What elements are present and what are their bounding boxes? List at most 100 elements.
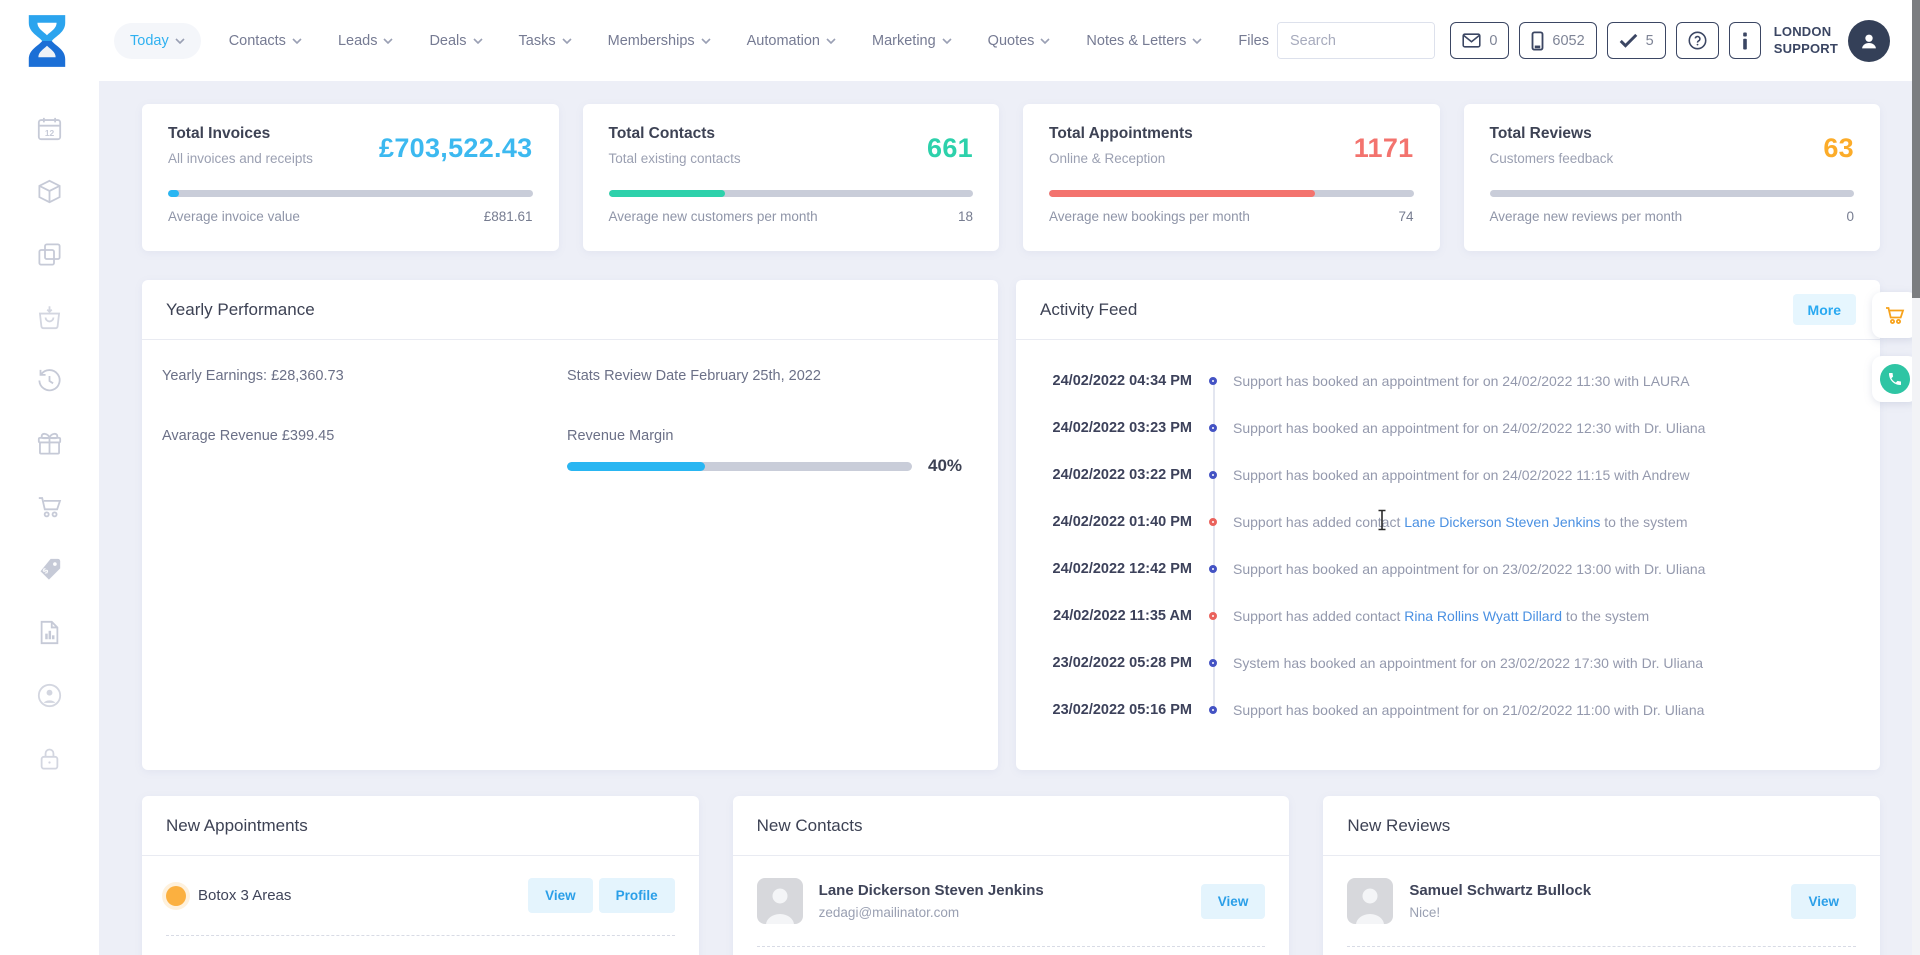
main-nav: Today Contacts Leads Deals Tasks Members… xyxy=(114,22,1277,59)
package-icon[interactable] xyxy=(36,178,63,205)
tasks-button[interactable]: 5 xyxy=(1606,22,1666,59)
panel-title: New Reviews xyxy=(1347,815,1451,835)
price-tag-icon[interactable]: $ xyxy=(36,556,63,583)
stat-title: Total Contacts xyxy=(608,125,716,142)
avatar xyxy=(1347,878,1394,924)
average-revenue: Avarage Revenue £399.45 xyxy=(162,428,335,444)
nav-notes-letters[interactable]: Notes & Letters xyxy=(1078,23,1210,59)
cart-fab-button[interactable] xyxy=(1872,292,1918,338)
nav-automation[interactable]: Automation xyxy=(739,23,844,59)
stat-card-reviews: Total Reviews Customers feedback 63 Aver… xyxy=(1463,104,1880,251)
view-button[interactable]: View xyxy=(1200,883,1266,919)
report-icon[interactable] xyxy=(36,619,63,646)
app-logo-icon[interactable] xyxy=(24,13,70,69)
activity-item: 24/02/2022 11:35 AM Support has added co… xyxy=(1053,607,1650,624)
calendar-icon[interactable]: 12 xyxy=(36,115,63,142)
stat-card-appointments: Total Appointments Online & Reception 11… xyxy=(1023,104,1440,251)
stat-card-contacts: Total Contacts Total existing contacts 6… xyxy=(582,104,999,251)
avatar xyxy=(756,878,803,924)
top-header: Today Contacts Leads Deals Tasks Members… xyxy=(0,0,1912,81)
info-button[interactable] xyxy=(1728,22,1761,59)
cart-icon[interactable] xyxy=(36,493,63,520)
stat-value: 1171 xyxy=(1353,133,1414,163)
chevron-down-icon xyxy=(1040,37,1050,44)
stat-footer-label: Average new bookings per month xyxy=(1049,209,1250,224)
chevron-down-icon xyxy=(562,37,572,44)
phone-icon xyxy=(1880,364,1910,394)
activity-feed-panel: Activity Feed More 24/02/2022 04:34 PM S… xyxy=(1016,280,1880,770)
nav-quotes[interactable]: Quotes xyxy=(980,23,1059,59)
timeline-marker xyxy=(1209,705,1217,714)
nav-marketing[interactable]: Marketing xyxy=(864,23,960,59)
tasks-count: 5 xyxy=(1645,32,1654,49)
chevron-down-icon xyxy=(472,37,483,44)
contact-row: Lane Dickerson Steven Jenkins zedagi@mai… xyxy=(756,856,1266,946)
copy-icon[interactable] xyxy=(36,241,63,268)
panel-title: Yearly Performance xyxy=(166,299,315,319)
timeline-marker xyxy=(1209,470,1217,479)
view-button[interactable]: View xyxy=(528,878,593,913)
chevron-down-icon xyxy=(942,37,952,44)
help-icon xyxy=(1688,31,1707,50)
review-row: Alex Stefan View xyxy=(1347,946,1856,955)
messages-button[interactable]: 0 xyxy=(1450,22,1510,59)
nav-tasks[interactable]: Tasks xyxy=(511,23,580,59)
yearly-earnings: Yearly Earnings: £28,360.73 xyxy=(162,368,344,384)
profile-button[interactable]: Profile xyxy=(598,878,675,913)
history-icon[interactable] xyxy=(36,367,63,394)
help-button[interactable] xyxy=(1675,22,1719,59)
new-contacts-panel: New Contacts Lane Dickerson Steven Jenki… xyxy=(732,796,1290,955)
stat-card-invoices: Total Invoices All invoices and receipts… xyxy=(142,104,559,251)
nav-leads[interactable]: Leads xyxy=(330,23,402,59)
contact-link[interactable]: Lane Dickerson Steven Jenkins xyxy=(1404,513,1601,530)
nav-today-label: Today xyxy=(130,32,169,49)
appointment-row: Career Counselling View Profile xyxy=(166,935,675,955)
contact-link[interactable]: Rina Rollins Wyatt Dillard xyxy=(1404,607,1563,624)
nav-deals[interactable]: Deals xyxy=(421,23,490,59)
person-icon xyxy=(1862,34,1876,48)
nav-today[interactable]: Today xyxy=(114,22,201,59)
yearly-performance-panel: Yearly Performance Yearly Earnings: £28,… xyxy=(142,280,998,770)
panel-title: New Contacts xyxy=(756,815,863,835)
stat-value: 661 xyxy=(927,133,973,163)
mobile-phone-icon xyxy=(1531,30,1544,51)
user-avatar[interactable] xyxy=(1848,19,1890,62)
activity-item: 24/02/2022 03:23 PM Support has booked a… xyxy=(1052,419,1706,436)
timeline-line xyxy=(1213,381,1215,711)
messages-count: 0 xyxy=(1489,32,1498,49)
calls-button[interactable]: 6052 xyxy=(1519,22,1597,59)
stat-subtitle: Total existing contacts xyxy=(608,151,741,166)
stat-footer-label: Average invoice value xyxy=(168,209,300,224)
reviewer-name: Samuel Schwartz Bullock xyxy=(1409,882,1592,899)
chevron-down-icon xyxy=(292,37,302,44)
gift-icon[interactable] xyxy=(36,430,63,457)
stats-review-date: Stats Review Date February 25th, 2022 xyxy=(567,368,821,384)
revenue-margin-label: Revenue Margin xyxy=(567,428,674,444)
review-row: Samuel Schwartz Bullock Nice! View xyxy=(1347,856,1856,946)
view-button[interactable]: View xyxy=(1791,883,1856,919)
activity-item: 24/02/2022 12:42 PM Support has booked a… xyxy=(1052,560,1706,577)
calls-count: 6052 xyxy=(1552,32,1585,49)
nav-files[interactable]: Files xyxy=(1238,32,1269,49)
stat-value: £703,522.43 xyxy=(379,133,533,163)
chevron-down-icon xyxy=(701,37,711,44)
stats-row: Total Invoices All invoices and receipts… xyxy=(142,104,1880,251)
page-scrollbar[interactable] xyxy=(1912,0,1920,955)
stat-subtitle: All invoices and receipts xyxy=(168,151,313,166)
stat-footer-value: £881.61 xyxy=(483,209,533,224)
user-circle-icon[interactable] xyxy=(36,682,63,709)
timeline-marker xyxy=(1209,376,1217,385)
stat-footer-label: Average new reviews per month xyxy=(1489,209,1683,224)
nav-memberships[interactable]: Memberships xyxy=(600,23,719,59)
bag-icon[interactable] xyxy=(36,304,63,331)
person-icon xyxy=(765,888,794,924)
lock-icon[interactable] xyxy=(36,745,63,772)
phone-fab-button[interactable] xyxy=(1872,356,1918,402)
timeline-marker xyxy=(1209,611,1217,620)
appointment-row: Botox 3 Areas View Profile xyxy=(166,856,675,935)
revenue-margin-progress xyxy=(567,461,912,471)
scrollbar-thumb[interactable] xyxy=(1912,0,1920,298)
more-button[interactable]: More xyxy=(1792,294,1856,325)
search-input[interactable] xyxy=(1277,23,1435,58)
nav-contacts[interactable]: Contacts xyxy=(221,23,310,59)
